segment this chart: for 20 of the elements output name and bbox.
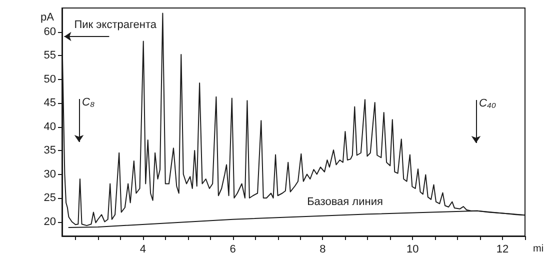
y-tick-label: 40 [44, 120, 56, 133]
x-tick-label: 4 [140, 244, 146, 256]
y-tick-label: 30 [44, 168, 56, 180]
y-tick-label: 60 [44, 26, 56, 38]
annotation: C₈ [82, 96, 95, 108]
y-tick-label: 35 [44, 144, 56, 156]
y-tick-label: 55 [44, 50, 56, 62]
x-tick-label: 6 [230, 244, 236, 256]
x-tick-label: 12 [496, 244, 509, 256]
y-tick-label: 50 [44, 73, 56, 86]
y-tick-label: 20 [44, 216, 56, 228]
y-tick-label: 45 [44, 97, 56, 109]
y-tick-label: 25 [44, 192, 56, 204]
x-tick-label: 8 [320, 244, 326, 256]
annotation: Базовая линия [307, 196, 383, 208]
x-axis-title: mi [533, 244, 544, 254]
annotation: Пик экстрагента [74, 19, 158, 31]
annotation: C₄₀ [479, 98, 496, 110]
x-tick-label: 10 [406, 244, 419, 256]
y-axis-title: pA [40, 12, 55, 24]
